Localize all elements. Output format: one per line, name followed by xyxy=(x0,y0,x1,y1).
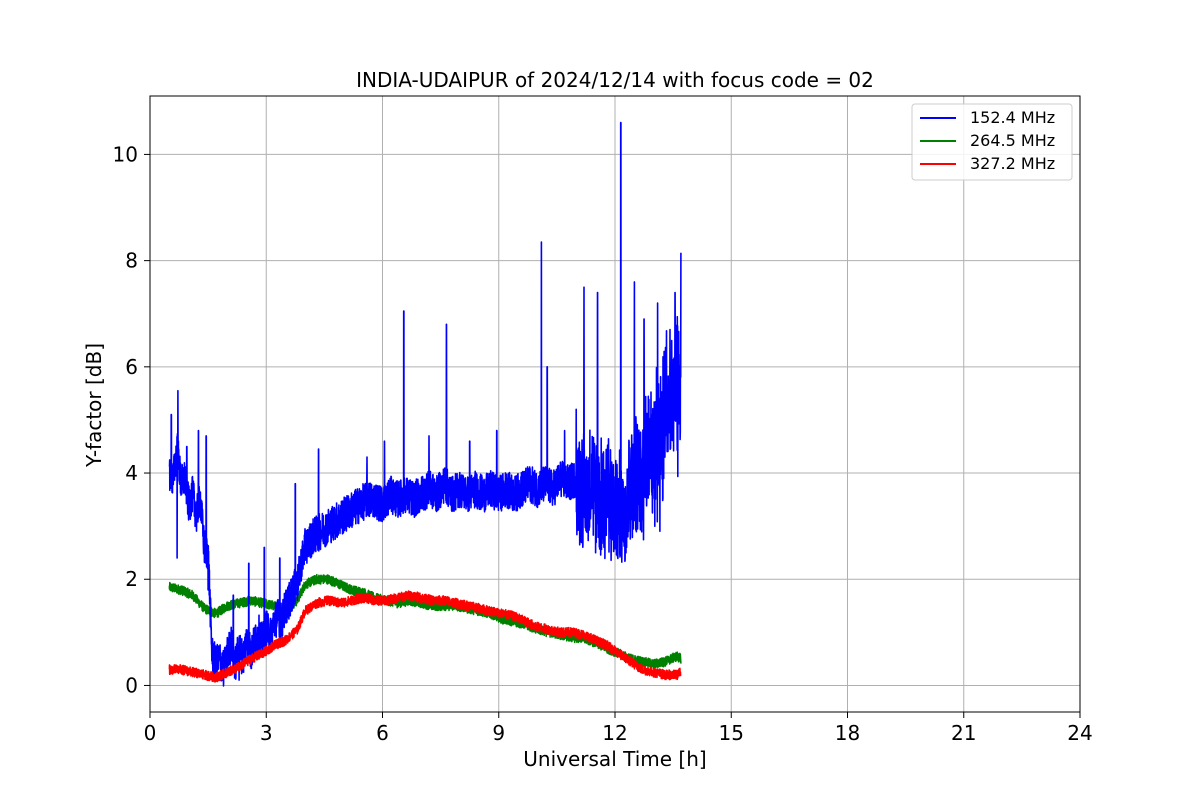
x-axis-label: Universal Time [h] xyxy=(523,747,706,771)
y-tick-label: 4 xyxy=(125,461,138,485)
y-tick-label: 6 xyxy=(125,355,138,379)
y-axis-label: Y-factor [dB] xyxy=(82,343,106,468)
x-tick-label: 24 xyxy=(1067,721,1092,745)
series-layer xyxy=(168,121,682,687)
legend: 152.4 MHz 264.5 MHz 327.2 MHz xyxy=(911,103,1073,181)
series-line xyxy=(168,121,682,687)
legend-box xyxy=(911,103,1073,181)
x-tick-label: 15 xyxy=(719,721,744,745)
y-tick-label: 10 xyxy=(113,142,138,166)
x-tick-label: 9 xyxy=(492,721,505,745)
series-line xyxy=(168,590,682,683)
x-tick-label: 12 xyxy=(602,721,627,745)
y-tick-label: 8 xyxy=(125,249,138,273)
legend-label: 327.2 MHz xyxy=(970,154,1055,173)
y-tick-label: 2 xyxy=(125,567,138,591)
x-tick-label: 18 xyxy=(835,721,860,745)
series-line xyxy=(168,573,682,670)
x-axis: 0 3 6 9 12 15 18 21 24 xyxy=(144,712,1093,745)
x-tick-label: 6 xyxy=(376,721,389,745)
x-tick-label: 0 xyxy=(144,721,157,745)
legend-label: 152.4 MHz xyxy=(970,108,1055,127)
y-axis: 0 2 4 6 8 10 xyxy=(113,142,150,697)
grid-lines xyxy=(149,96,1081,712)
chart-title: INDIA-UDAIPUR of 2024/12/14 with focus c… xyxy=(356,68,874,92)
x-tick-label: 21 xyxy=(951,721,976,745)
legend-label: 264.5 MHz xyxy=(970,131,1055,150)
y-tick-label: 0 xyxy=(125,673,138,697)
x-tick-label: 3 xyxy=(260,721,273,745)
